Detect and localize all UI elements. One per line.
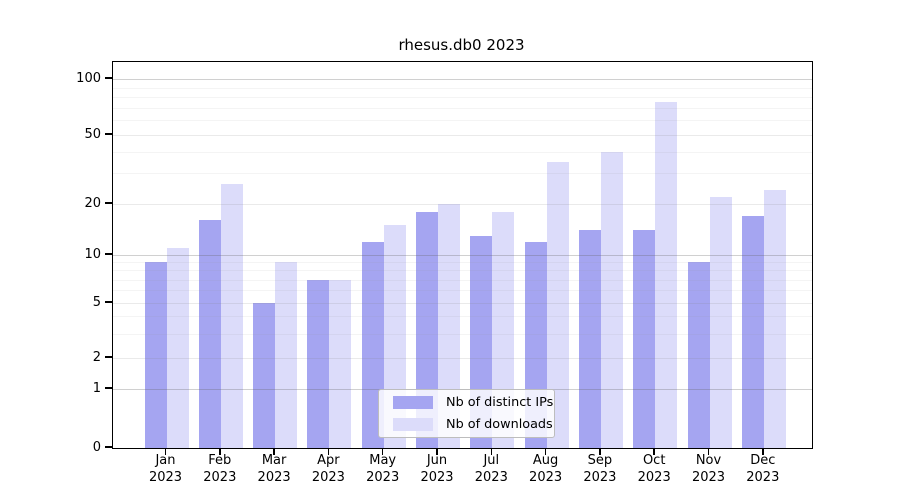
x-tick-mark xyxy=(164,448,167,455)
x-tick-label: May 2023 xyxy=(366,453,400,485)
legend-label: Nb of distinct IPs xyxy=(446,395,554,410)
bar-downloads xyxy=(655,102,678,448)
x-tick-label: Jun 2023 xyxy=(420,453,454,485)
legend-entry-downloads: Nb of downloads xyxy=(393,417,554,432)
x-tick-mark xyxy=(381,448,384,455)
x-tick-label: Sep 2023 xyxy=(583,453,617,485)
x-tick-label: Mar 2023 xyxy=(257,453,291,485)
y-tick-mark xyxy=(105,202,112,204)
y-minor-gridline xyxy=(113,97,812,99)
y-minor-gridline xyxy=(113,316,812,318)
x-tick-label: Nov 2023 xyxy=(691,453,726,485)
chart-title: rhesus.db0 2023 xyxy=(398,36,525,54)
bar-downloads xyxy=(600,151,623,448)
x-tick-mark xyxy=(219,448,221,455)
y-tick-mark xyxy=(105,356,112,358)
y-minor-gridline xyxy=(113,270,812,272)
y-minor-gridline xyxy=(113,333,812,335)
bar-distinct-ips xyxy=(198,220,221,448)
bar-downloads xyxy=(438,204,460,448)
y-tick-label: 2 xyxy=(92,349,101,365)
y-tick-mark xyxy=(105,77,112,79)
y-minor-gridline xyxy=(113,279,812,281)
bar-downloads xyxy=(546,161,569,448)
bar-downloads xyxy=(763,190,786,448)
legend-entry-distinct-ips: Nb of distinct IPs xyxy=(393,395,554,410)
bar-downloads xyxy=(709,196,732,448)
x-tick-mark xyxy=(599,448,601,455)
y-gridline xyxy=(113,204,812,205)
downloads-swatch-icon xyxy=(393,418,433,431)
y-minor-gridline xyxy=(113,107,812,109)
x-tick-mark xyxy=(327,448,330,455)
y-gridline xyxy=(113,255,812,256)
y-tick-mark xyxy=(105,253,112,255)
bar-distinct-ips xyxy=(578,230,601,448)
distinct-ips-swatch-icon xyxy=(393,396,433,409)
bar-distinct-ips xyxy=(633,230,656,448)
x-tick-label: Feb 2023 xyxy=(203,453,237,485)
bar-downloads xyxy=(220,184,243,448)
y-tick-label: 5 xyxy=(92,294,101,310)
y-minor-gridline xyxy=(113,120,812,122)
y-minor-gridline xyxy=(113,290,812,292)
y-gridline xyxy=(113,303,812,304)
bar-downloads xyxy=(166,248,189,448)
bar-downloads xyxy=(329,279,352,448)
legend: Nb of distinct IPs Nb of downloads xyxy=(378,389,555,438)
x-tick-label: Oct 2023 xyxy=(637,453,671,485)
x-tick-mark xyxy=(490,448,493,455)
y-tick-label: 10 xyxy=(84,246,101,262)
y-tick-label: 100 xyxy=(76,70,101,86)
bar-distinct-ips xyxy=(741,215,764,448)
x-tick-mark xyxy=(544,448,547,455)
x-tick-label: Jan 2023 xyxy=(148,453,183,485)
x-tick-label: Jul 2023 xyxy=(474,453,508,485)
y-minor-gridline xyxy=(113,87,812,89)
bar-distinct-ips xyxy=(307,279,330,448)
bar-distinct-ips xyxy=(253,303,276,448)
x-tick-mark xyxy=(273,448,275,455)
x-tick-mark xyxy=(436,448,438,455)
x-tick-mark xyxy=(653,448,655,455)
y-tick-label: 1 xyxy=(92,380,101,396)
x-tick-label: Dec 2023 xyxy=(746,453,780,485)
y-tick-mark xyxy=(105,446,112,448)
bar-downloads xyxy=(492,211,515,448)
plot-area xyxy=(112,61,813,449)
y-tick-mark xyxy=(105,301,112,303)
y-minor-gridline xyxy=(113,151,812,153)
y-minor-gridline xyxy=(113,173,812,175)
y-tick-label: 50 xyxy=(84,126,101,142)
y-tick-mark xyxy=(105,387,112,389)
y-gridline xyxy=(113,79,812,80)
y-gridline xyxy=(113,135,812,136)
y-minor-gridline xyxy=(113,262,812,264)
y-tick-mark xyxy=(105,133,112,135)
legend-label: Nb of downloads xyxy=(446,417,553,432)
bar-distinct-ips xyxy=(416,211,438,448)
y-tick-label: 0 xyxy=(92,439,101,455)
x-tick-label: Aug 2023 xyxy=(529,453,563,485)
bar-distinct-ips xyxy=(144,262,167,448)
x-tick-mark xyxy=(707,448,710,455)
bar-distinct-ips xyxy=(687,262,710,448)
y-tick-label: 20 xyxy=(84,195,101,211)
y-gridline xyxy=(113,358,812,359)
x-tick-label: Apr 2023 xyxy=(311,453,345,485)
bar-downloads xyxy=(275,262,298,448)
x-tick-mark xyxy=(762,448,764,455)
